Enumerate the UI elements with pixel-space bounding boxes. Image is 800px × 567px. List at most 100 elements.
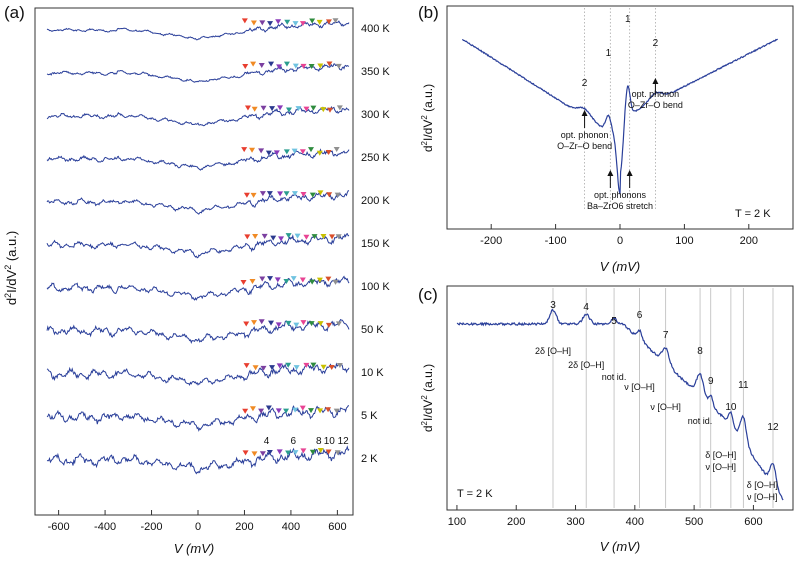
panel-a-label: (a) bbox=[4, 3, 25, 22]
panel-c-peak-number: 10 bbox=[725, 402, 737, 413]
panel-a-peak-marker bbox=[283, 61, 290, 67]
panel-c-label: (c) bbox=[418, 285, 438, 304]
panel-a-peak-marker bbox=[259, 191, 266, 197]
panel-a-peak-marker bbox=[291, 148, 298, 154]
panel-a-peak-marker bbox=[251, 320, 258, 326]
panel-a-peak-marker bbox=[249, 279, 256, 285]
panel-c-peak-number: 7 bbox=[663, 330, 669, 341]
panel-a-peak-marker bbox=[325, 149, 332, 155]
panel-a-peak-marker bbox=[251, 451, 258, 457]
panel-a-peak-marker bbox=[299, 277, 306, 283]
panel-a-peak-marker bbox=[252, 233, 259, 239]
panel-b-annotation: O–Zr–O bend bbox=[628, 100, 683, 110]
panel-a-peak-marker bbox=[300, 448, 307, 454]
panel-a-peak-marker bbox=[334, 192, 341, 198]
panel-b-label: (b) bbox=[418, 3, 439, 22]
panel-a-peak-marker bbox=[320, 233, 327, 239]
panel-c-assignment: ν [O–H] bbox=[650, 402, 681, 412]
panel-a-peak-marker bbox=[303, 362, 310, 368]
panel-c-peak-number: 8 bbox=[697, 346, 703, 357]
panel-c-ylabel: d2I/dV2 (a.u.) bbox=[420, 364, 435, 432]
panel-a-peak-marker bbox=[265, 405, 272, 411]
panel-a-peak-marker bbox=[261, 233, 268, 239]
panel-a-peak-marker bbox=[240, 279, 247, 285]
panel-a-peak-marker bbox=[285, 362, 292, 368]
panel-a-peak-marker bbox=[299, 21, 306, 27]
panel-a-curve bbox=[46, 190, 350, 215]
panel-b-peak-number: 1 bbox=[625, 14, 631, 25]
panel-a-peak-marker bbox=[320, 364, 327, 370]
panel-a-peak-marker bbox=[300, 192, 307, 198]
panel-a-peak-marker bbox=[276, 363, 283, 369]
panel-a-ylabel: d2I/dV2 (a.u.) bbox=[3, 231, 19, 305]
panel-a-series-label: 50 K bbox=[361, 324, 384, 336]
panel-b-annotation: O–Zr–O bend bbox=[557, 141, 612, 151]
panel-b-curve bbox=[461, 38, 778, 195]
panel-a-peak-marker bbox=[269, 106, 276, 112]
panel-a-peak-marker bbox=[309, 279, 316, 285]
panel-a-peak-marker bbox=[269, 365, 276, 371]
panel-a-peak-marker bbox=[244, 105, 251, 111]
panel-a-peak-marker bbox=[334, 450, 341, 456]
panel-a-xlabel: V (mV) bbox=[174, 541, 214, 556]
panel-a-peak-marker bbox=[325, 19, 332, 25]
panel-c-frame bbox=[446, 285, 794, 511]
panel-a-peak-marker bbox=[300, 320, 307, 326]
panel-a-peak-marker bbox=[307, 147, 314, 153]
panel-c-assignment: 2δ [O–H] bbox=[535, 346, 571, 356]
panel-c-assignment: 2δ [O–H] bbox=[568, 360, 604, 370]
panel-a-peak-marker bbox=[325, 322, 332, 328]
panel-a-peak-marker bbox=[268, 320, 275, 326]
panel-b-temperature: T = 2 K bbox=[735, 208, 771, 220]
panel-a-peak-marker bbox=[274, 277, 281, 283]
panel-c-assignment: not id. bbox=[602, 372, 627, 382]
panel-a-peak-marker bbox=[317, 448, 324, 454]
panel-c-tick-label: 500 bbox=[685, 516, 703, 528]
panel-a-peak-marker bbox=[332, 18, 339, 24]
panel-a-peak-marker bbox=[309, 192, 316, 198]
panel-a-peak-number: 10 bbox=[324, 436, 336, 447]
panel-a-peak-marker bbox=[293, 365, 300, 371]
panel-a-peak-marker bbox=[308, 321, 315, 327]
panel-a-peak-marker bbox=[273, 150, 280, 156]
panel-c-peak-number: 6 bbox=[637, 310, 643, 321]
panel-a-curve bbox=[46, 405, 349, 432]
panel-c-peak-number: 4 bbox=[583, 302, 589, 313]
panel-a-series-label: 200 K bbox=[361, 195, 390, 207]
panel-a-peak-marker bbox=[241, 18, 248, 24]
panel-a-peak-marker bbox=[283, 408, 290, 414]
panel-c-assignment: δ [O–H] bbox=[747, 480, 778, 490]
panel-a-peak-marker bbox=[242, 450, 249, 456]
panel-c-peak-number: 12 bbox=[767, 422, 779, 433]
panel-b-annotation: opt. phonon bbox=[632, 89, 680, 99]
panel-a-peak-marker bbox=[267, 276, 274, 282]
panel-a-peak-marker bbox=[317, 408, 324, 414]
panel-a-series-label: 250 K bbox=[361, 152, 390, 164]
panel-a-peak-marker bbox=[275, 408, 282, 414]
panel-a-peak-marker bbox=[333, 408, 340, 414]
panel-a-peak-number: 12 bbox=[338, 436, 350, 447]
panel-a-peak-marker bbox=[243, 321, 250, 327]
panel-a-peak-marker bbox=[310, 362, 317, 368]
panel-a-peak-marker bbox=[259, 276, 266, 282]
panel-a-peak-marker bbox=[277, 191, 284, 197]
panel-a-peak-marker bbox=[332, 279, 339, 285]
panel-a-peak-marker bbox=[317, 63, 324, 69]
panel-a-peak-marker bbox=[258, 63, 265, 69]
panel-c-peak-number: 11 bbox=[738, 380, 749, 391]
panel-c-assignment: ν [O–H] bbox=[624, 382, 655, 392]
panel-a-tick-label: 0 bbox=[195, 521, 201, 533]
panel-a-peak-marker bbox=[335, 234, 342, 240]
panel-a-peak-marker bbox=[309, 18, 316, 24]
panel-a-peak-marker bbox=[276, 64, 283, 70]
panel-a-series-label: 100 K bbox=[361, 281, 390, 293]
panel-a-peak-marker bbox=[250, 192, 257, 198]
panel-a-peak-marker bbox=[308, 64, 315, 70]
panel-a-peak-marker bbox=[336, 363, 343, 369]
panel-a-tick-label: 600 bbox=[328, 521, 346, 533]
panel-a-frame bbox=[34, 7, 354, 516]
panel-a-peak-marker bbox=[250, 20, 257, 26]
panel-a-peak-marker bbox=[326, 107, 333, 113]
panel-a-peak-marker bbox=[250, 61, 257, 67]
